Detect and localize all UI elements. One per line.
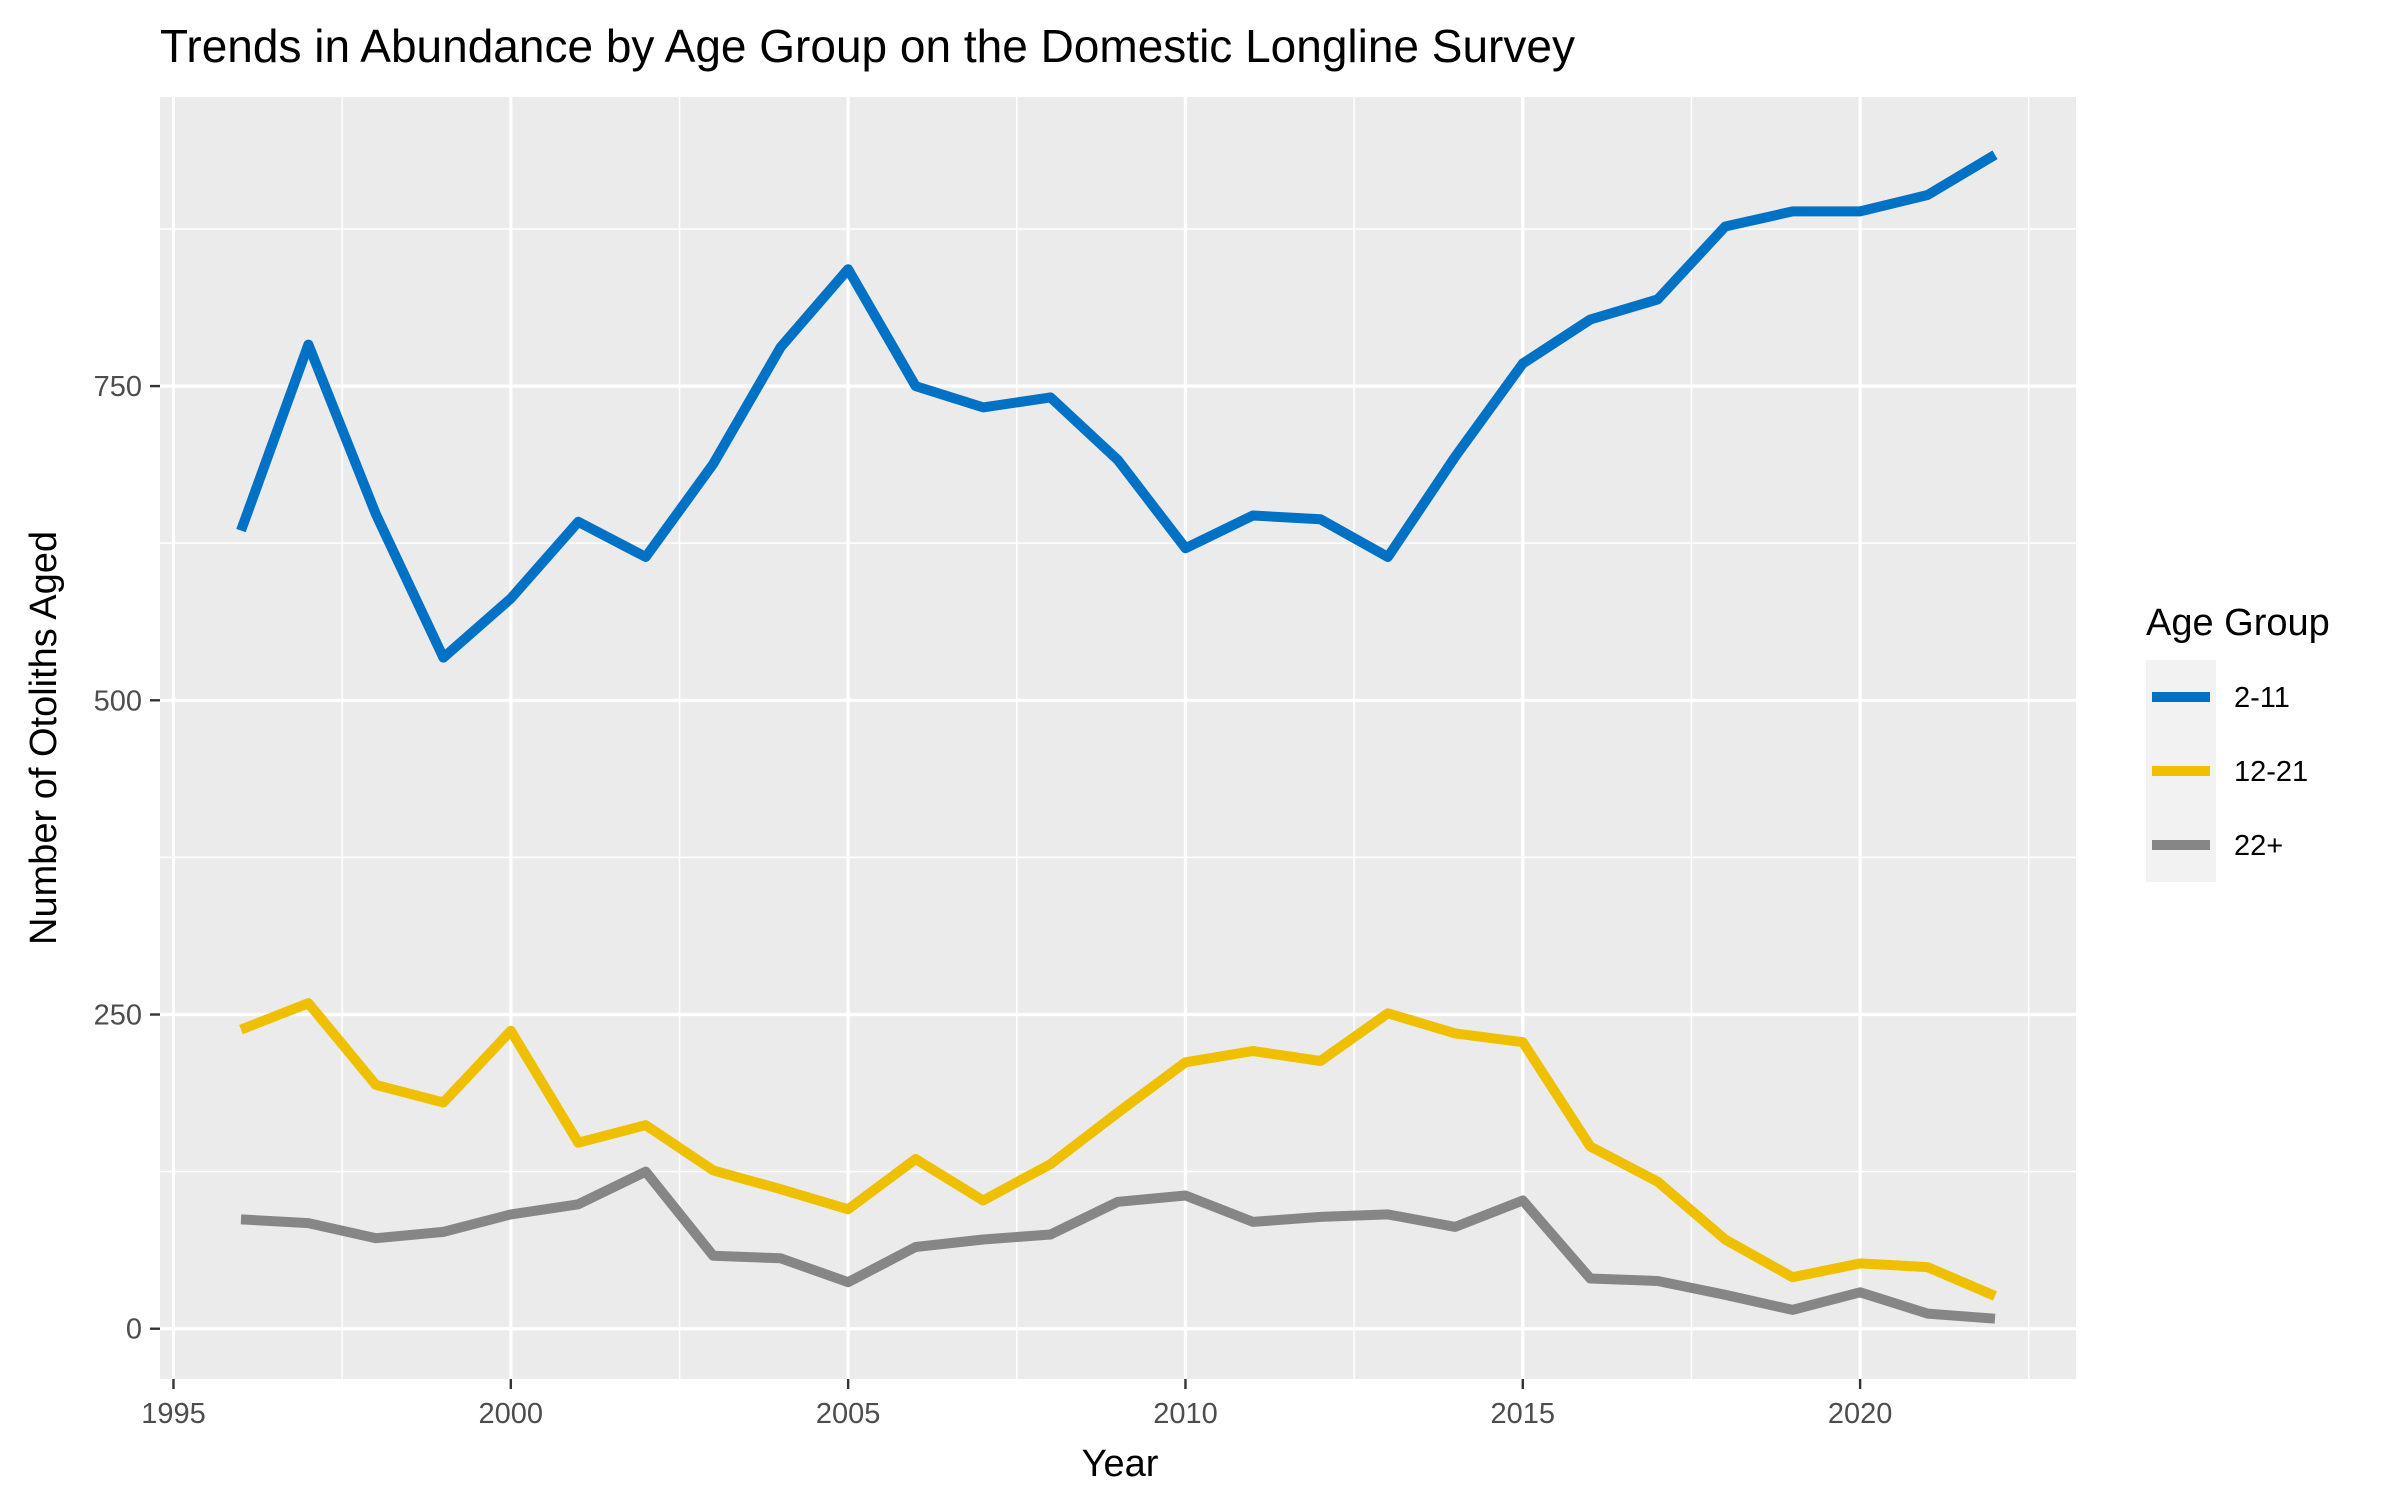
x-axis-title: Year	[1082, 1443, 1159, 1485]
x-tick-label: 2010	[1153, 1398, 1218, 1430]
series-line-22+	[240, 1166, 1996, 1324]
y-tick-label: 750	[94, 371, 142, 403]
major-gridlines	[160, 97, 2076, 1379]
legend-label-22+: 22+	[2234, 830, 2283, 862]
legend-title: Age Group	[2146, 602, 2330, 644]
x-tick-label: 2000	[479, 1398, 544, 1430]
x-tick-label: 2005	[816, 1398, 881, 1430]
x-tick-label: 1995	[141, 1398, 206, 1430]
panel-background	[160, 97, 2076, 1379]
series-line-2-11	[236, 150, 1998, 663]
plot-panel	[160, 97, 2076, 1379]
legend: Age Group 2-11 12-21 22+	[2146, 602, 2330, 882]
y-tick-label: 500	[94, 685, 142, 717]
chart-title: Trends in Abundance by Age Group on the …	[160, 20, 1575, 72]
y-axis-title: Number of Otoliths Aged	[23, 531, 65, 945]
minor-gridlines	[160, 97, 2076, 1379]
axis-ticks: 1995 2000 2005 2010 2015 2020 0 250 500 750	[94, 371, 1893, 1430]
y-tick-label: 0	[126, 1314, 142, 1346]
x-tick-label: 2020	[1828, 1398, 1893, 1430]
legend-label-2-11: 2-11	[2234, 682, 2290, 714]
series-lines	[236, 150, 1998, 1324]
legend-items: 2-11 12-21 22+	[2146, 660, 2308, 882]
series-line-12-21	[239, 998, 1997, 1301]
y-tick-label: 250	[94, 1000, 142, 1032]
legend-label-12-21: 12-21	[2234, 756, 2308, 788]
x-tick-label: 2015	[1491, 1398, 1556, 1430]
